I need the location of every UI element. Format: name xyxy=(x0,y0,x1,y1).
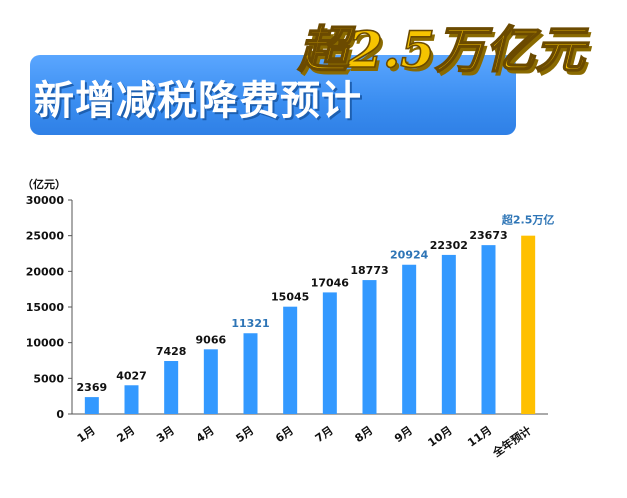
bar-6 xyxy=(283,306,298,414)
bar-7 xyxy=(322,292,337,414)
y-tick-label: 0 xyxy=(56,408,64,421)
x-tick-label: 8月 xyxy=(352,424,375,445)
x-tick-label: 4月 xyxy=(194,424,217,445)
bar-9 xyxy=(402,264,417,414)
x-tick-label: 9月 xyxy=(392,424,415,445)
data-label: 20924 xyxy=(390,249,429,262)
data-label: 18773 xyxy=(350,264,388,277)
x-tick-label: 11月 xyxy=(465,424,494,450)
y-tick-label: 15000 xyxy=(26,301,65,314)
bar-4 xyxy=(203,349,218,414)
x-tick-label: 全年预计 xyxy=(489,423,534,460)
data-label: 4027 xyxy=(116,369,147,382)
data-label: 超2.5万亿 xyxy=(501,213,555,227)
data-label: 17046 xyxy=(311,276,350,289)
x-tick-label: 10月 xyxy=(426,424,455,450)
data-label: 9066 xyxy=(196,333,227,346)
bar-12 xyxy=(521,235,536,414)
bar-11 xyxy=(481,245,496,414)
y-tick-label: 10000 xyxy=(26,337,65,350)
x-tick-label: 1月 xyxy=(75,424,98,445)
data-label: 15045 xyxy=(271,291,309,304)
title-banner xyxy=(30,55,516,135)
data-label: 22302 xyxy=(430,239,468,252)
data-label: 2369 xyxy=(77,381,108,394)
y-axis-unit-label: （亿元） xyxy=(22,178,66,191)
data-label: 7428 xyxy=(156,345,187,358)
y-tick-label: 5000 xyxy=(33,372,64,385)
bar-8 xyxy=(362,280,377,414)
x-tick-label: 7月 xyxy=(313,424,336,445)
bar-1 xyxy=(84,397,99,414)
x-tick-label: 3月 xyxy=(154,424,177,445)
x-tick-label: 6月 xyxy=(273,424,296,445)
y-tick-label: 25000 xyxy=(26,230,65,243)
data-label: 11321 xyxy=(231,317,269,330)
headline-callout: 超2.5万亿元 xyxy=(297,19,586,80)
x-tick-label: 5月 xyxy=(233,424,256,445)
y-tick-label: 20000 xyxy=(26,265,65,278)
data-label: 23673 xyxy=(469,229,507,242)
bar-3 xyxy=(164,361,179,414)
bar-10 xyxy=(441,254,456,414)
bar-2 xyxy=(124,385,139,414)
banner-title: 新增减税降费预计 xyxy=(34,78,362,124)
y-tick-label: 30000 xyxy=(26,194,65,207)
bar-5 xyxy=(243,333,258,414)
x-tick-label: 2月 xyxy=(114,424,137,445)
